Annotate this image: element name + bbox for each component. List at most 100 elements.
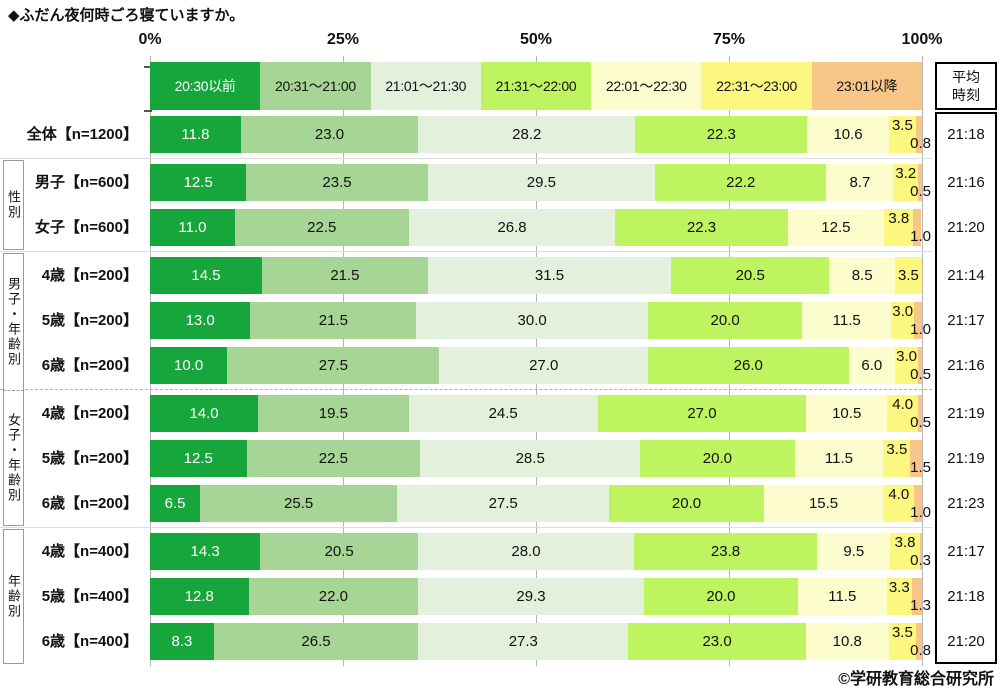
group-label-box: 女子・年齢別 <box>3 391 24 526</box>
bar-segment: 28.5 <box>420 440 641 477</box>
bar-holder: 14.3 20.5 28.0 23.8 9.5 3.8 0.3 <box>150 529 931 574</box>
bar-segment: 20.0 <box>643 578 798 615</box>
segment-value-label: 3.5 <box>886 441 908 458</box>
bar-segment: 24.5 <box>408 395 598 432</box>
bar-segment: 3.5 <box>894 257 922 294</box>
segment-value-label: 8.5 <box>851 267 873 284</box>
bar-segment: 22.2 <box>655 164 827 201</box>
stacked-bar: 13.0 21.5 30.0 20.0 11.5 3.0 1.0 <box>150 302 931 339</box>
gridline <box>922 56 923 666</box>
avg-header-line2: 時刻 <box>952 87 980 103</box>
bar-holder: 10.0 27.5 27.0 26.0 6.0 3.0 0.5 <box>150 343 931 388</box>
segment-value-label: 9.5 <box>843 543 865 560</box>
bar-segment <box>911 578 922 615</box>
segment-value-label: 14.5 <box>191 267 221 284</box>
stacked-bar: 10.0 27.5 27.0 26.0 6.0 3.0 0.5 <box>150 347 931 384</box>
bar-segment: 9.5 <box>817 533 891 570</box>
segment-value-label: 28.0 <box>511 543 541 560</box>
bar-holder: 13.0 21.5 30.0 20.0 11.5 3.0 1.0 <box>150 298 931 343</box>
segment-value-label: 20.5 <box>324 543 354 560</box>
legend-item: 20:31～21:00 <box>260 62 371 110</box>
group-separator <box>0 158 932 159</box>
segment-value-label: 27.0 <box>529 357 559 374</box>
legend-item: 21:31～22:00 <box>480 62 592 110</box>
segment-value-label: 20.5 <box>735 267 765 284</box>
bar-segment: 12.5 <box>787 209 885 246</box>
segment-value-label: 10.6 <box>833 126 863 143</box>
segment-value-label: 0.8 <box>910 642 931 659</box>
avg-time-value: 21:17 <box>947 543 985 560</box>
segment-value-label: 6.5 <box>164 495 186 512</box>
bar-segment: 31.5 <box>427 257 672 294</box>
chart-row: 6歳【n=200】 6.5 25.5 27.5 20.0 15.5 4.0 1.0 21:23 <box>0 481 997 526</box>
segment-value-label: 12.8 <box>184 588 214 605</box>
group-label-box: 性別 <box>3 160 24 250</box>
stacked-bar: 8.3 26.5 27.3 23.0 10.8 3.5 0.8 <box>150 623 931 660</box>
avg-time-value: 21:17 <box>947 312 985 329</box>
group-gap <box>0 250 997 253</box>
segment-value-label: 11.5 <box>828 588 857 605</box>
bar-segment: 23.8 <box>633 533 818 570</box>
legend-item: 21:01～21:30 <box>370 62 481 110</box>
bar-segment: 10.0 <box>150 347 228 384</box>
row-label: 全体【n=1200】 <box>26 126 138 143</box>
group-gap <box>0 157 997 160</box>
segment-value-label: 20.0 <box>671 495 702 512</box>
chart-row: 4歳【n=200】 14.0 19.5 24.5 27.0 10.5 4.0 0.5 21:19 <box>0 391 997 436</box>
bar-segment: 22.3 <box>635 116 808 153</box>
bar-segment: 12.5 <box>150 164 247 201</box>
stacked-bar: 11.0 22.5 26.8 22.3 12.5 3.8 1.0 <box>150 209 931 246</box>
avg-time-value: 21:16 <box>947 174 985 191</box>
stacked-bar: 12.5 23.5 29.5 22.2 8.7 3.2 0.5 <box>150 164 931 201</box>
segment-value-label: 8.3 <box>171 633 193 650</box>
bar-segment <box>913 209 922 246</box>
group-gap <box>0 526 997 529</box>
legend-item: 20:30以前 <box>150 62 261 110</box>
group-label: 性別 <box>6 190 21 220</box>
segment-value-label: 25.5 <box>284 495 314 512</box>
segment-value-label: 30.0 <box>517 312 547 329</box>
segment-value-label: 21.5 <box>318 312 348 329</box>
bar-segment: 4.0 <box>883 485 915 522</box>
x-axis-tick-label: 50% <box>519 31 553 48</box>
segment-value-label: 20.0 <box>706 588 736 605</box>
stacked-bar: 14.0 19.5 24.5 27.0 10.5 4.0 0.5 <box>150 395 931 432</box>
bar-holder: 12.5 23.5 29.5 22.2 8.7 3.2 0.5 <box>150 160 931 205</box>
bar-segment: 3.5 <box>888 116 916 153</box>
segment-value-label: 3.8 <box>894 534 916 551</box>
bar-segment: 3.3 <box>886 578 912 615</box>
stacked-bar: 14.5 21.5 31.5 20.5 8.5 3.5 <box>150 257 922 294</box>
bar-segment: 8.7 <box>826 164 894 201</box>
row-label: 6歳【n=200】 <box>41 357 138 374</box>
segment-value-label: 27.5 <box>318 357 348 374</box>
row-label: 4歳【n=200】 <box>41 405 138 422</box>
bar-holder: 11.8 23.0 28.2 22.3 10.6 3.5 0.8 <box>150 112 931 157</box>
bar-segment: 27.0 <box>439 347 648 384</box>
segment-value-label: 26.8 <box>497 219 527 236</box>
bar-segment: 14.5 <box>150 257 262 294</box>
group-label-box: 年齢別 <box>3 529 24 664</box>
bar-segment: 20.5 <box>260 533 419 570</box>
bar-segment: 14.0 <box>150 395 259 432</box>
segment-value-label: 0.5 <box>910 414 931 431</box>
bar-segment: 26.0 <box>647 347 849 384</box>
bar-segment: 28.2 <box>418 116 636 153</box>
legend-item: 23:01以降 <box>811 62 922 110</box>
segment-value-label: 12.5 <box>183 450 213 467</box>
row-label: 6歳【n=200】 <box>41 495 138 512</box>
segment-value-label: 11.0 <box>178 219 207 236</box>
bar-holder: 8.3 26.5 27.3 23.0 10.8 3.5 0.8 <box>150 619 931 664</box>
copyright-text: ©学研教育総合研究所 <box>838 671 994 688</box>
segment-value-label: 19.5 <box>318 405 348 422</box>
chart-row: 4歳【n=400】 14.3 20.5 28.0 23.8 9.5 3.8 0.3 21:17 <box>0 529 997 574</box>
avg-time-value: 21:19 <box>947 450 985 467</box>
segment-value-label: 13.0 <box>185 312 215 329</box>
bar-segment: 10.5 <box>806 395 888 432</box>
bar-segment <box>918 395 922 432</box>
segment-value-label: 31.5 <box>534 267 565 284</box>
bar-segment: 21.5 <box>261 257 428 294</box>
segment-value-label: 12.5 <box>183 174 213 191</box>
stacked-bar: 6.5 25.5 27.5 20.0 15.5 4.0 1.0 <box>150 485 931 522</box>
stacked-bar: 11.8 23.0 28.2 22.3 10.6 3.5 0.8 <box>150 116 931 153</box>
segment-value-label: 22.3 <box>706 126 736 143</box>
